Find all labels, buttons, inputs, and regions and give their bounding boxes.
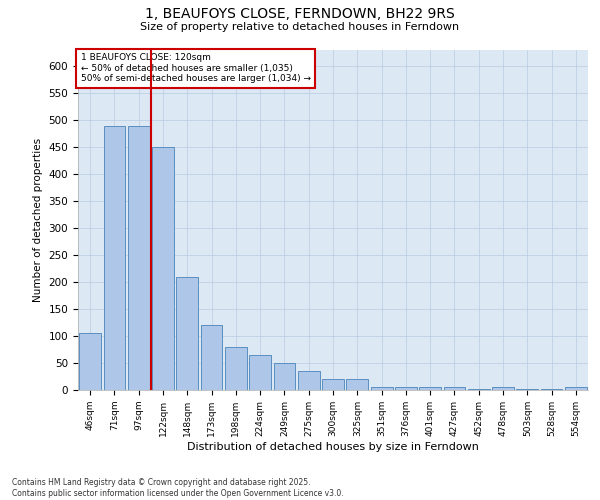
Text: Size of property relative to detached houses in Ferndown: Size of property relative to detached ho… xyxy=(140,22,460,32)
Bar xyxy=(176,276,198,390)
Bar xyxy=(152,147,174,390)
Bar xyxy=(443,388,466,390)
Bar xyxy=(298,371,320,390)
Bar xyxy=(492,388,514,390)
Bar xyxy=(225,347,247,390)
Bar xyxy=(104,126,125,390)
Text: Contains HM Land Registry data © Crown copyright and database right 2025.
Contai: Contains HM Land Registry data © Crown c… xyxy=(12,478,344,498)
Bar xyxy=(249,355,271,390)
Bar xyxy=(395,387,417,390)
Y-axis label: Number of detached properties: Number of detached properties xyxy=(33,138,43,302)
Bar xyxy=(79,334,101,390)
Text: 1 BEAUFOYS CLOSE: 120sqm
← 50% of detached houses are smaller (1,035)
50% of sem: 1 BEAUFOYS CLOSE: 120sqm ← 50% of detach… xyxy=(80,54,311,83)
X-axis label: Distribution of detached houses by size in Ferndown: Distribution of detached houses by size … xyxy=(187,442,479,452)
Bar xyxy=(200,325,223,390)
Bar xyxy=(419,388,441,390)
Text: 1, BEAUFOYS CLOSE, FERNDOWN, BH22 9RS: 1, BEAUFOYS CLOSE, FERNDOWN, BH22 9RS xyxy=(145,8,455,22)
Bar xyxy=(346,379,368,390)
Bar xyxy=(371,387,392,390)
Bar xyxy=(565,388,587,390)
Bar xyxy=(274,363,295,390)
Bar xyxy=(128,126,149,390)
Bar xyxy=(322,379,344,390)
